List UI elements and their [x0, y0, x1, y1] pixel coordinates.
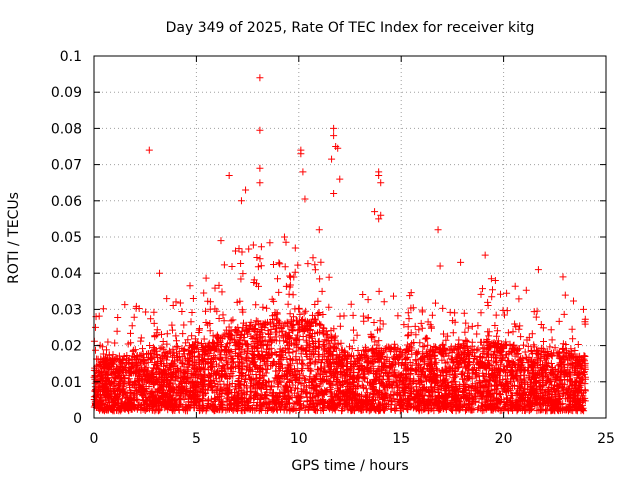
data-point [301, 195, 309, 203]
x-tick-label: 25 [597, 431, 615, 447]
data-point [330, 132, 338, 140]
data-point [299, 168, 307, 176]
data-point [297, 150, 305, 158]
data-point [334, 144, 342, 152]
y-tick-label: 0.03 [51, 302, 82, 318]
x-tick-label: 10 [290, 431, 308, 447]
data-point [330, 190, 338, 198]
y-tick-label: 0.04 [51, 266, 82, 282]
y-tick-label: 0.1 [60, 49, 82, 65]
x-tick-label: 20 [495, 431, 513, 447]
x-tick-label: 5 [192, 431, 201, 447]
data-point [434, 226, 442, 234]
data-point [579, 305, 587, 313]
data-point [328, 155, 336, 163]
y-tick-label: 0.02 [51, 339, 82, 355]
data-point [330, 124, 338, 132]
x-tick-labels: 0 5 10 15 20 25 [90, 431, 615, 447]
data-point [315, 226, 323, 234]
y-tick-label: 0.08 [51, 121, 82, 137]
x-tick-label: 15 [392, 431, 410, 447]
data-point [256, 164, 264, 172]
data-point [436, 262, 444, 270]
y-tick-label: 0.06 [51, 194, 82, 210]
data-point [225, 171, 233, 179]
data-point [217, 237, 225, 245]
data-point [256, 74, 264, 82]
data-point [237, 197, 245, 205]
data-point [256, 126, 264, 134]
y-tick-label: 0.09 [51, 85, 82, 101]
data-point [457, 258, 465, 266]
data-point [481, 251, 489, 259]
data-point [156, 269, 164, 277]
data-point [242, 186, 250, 194]
x-tick-label: 0 [90, 431, 99, 447]
y-tick-label: 0 [73, 411, 82, 427]
y-tick-label: 0.05 [51, 230, 82, 246]
data-points [90, 74, 589, 415]
data-point [377, 211, 385, 219]
y-axis-label: ROTI / TECUs [6, 192, 22, 284]
data-point-cloud [90, 238, 589, 415]
axis-ticks [93, 55, 607, 419]
data-point [377, 179, 385, 187]
chart-title: Day 349 of 2025, Rate Of TEC Index for r… [166, 20, 535, 36]
x-axis-label: GPS time / hours [291, 458, 408, 474]
data-point [145, 146, 153, 154]
y-tick-labels: 0 0.01 0.02 0.03 0.04 0.05 0.06 0.07 0.08 0.09 0.1 [51, 49, 82, 427]
data-point [336, 175, 344, 183]
data-point [559, 273, 567, 281]
data-point [256, 179, 264, 187]
data-point [491, 276, 499, 284]
data-point [375, 171, 383, 179]
data-point [534, 266, 542, 274]
data-point [280, 233, 288, 241]
y-tick-label: 0.01 [51, 375, 82, 391]
y-tick-label: 0.07 [51, 158, 82, 174]
data-point [371, 208, 379, 216]
data-point [375, 215, 383, 223]
